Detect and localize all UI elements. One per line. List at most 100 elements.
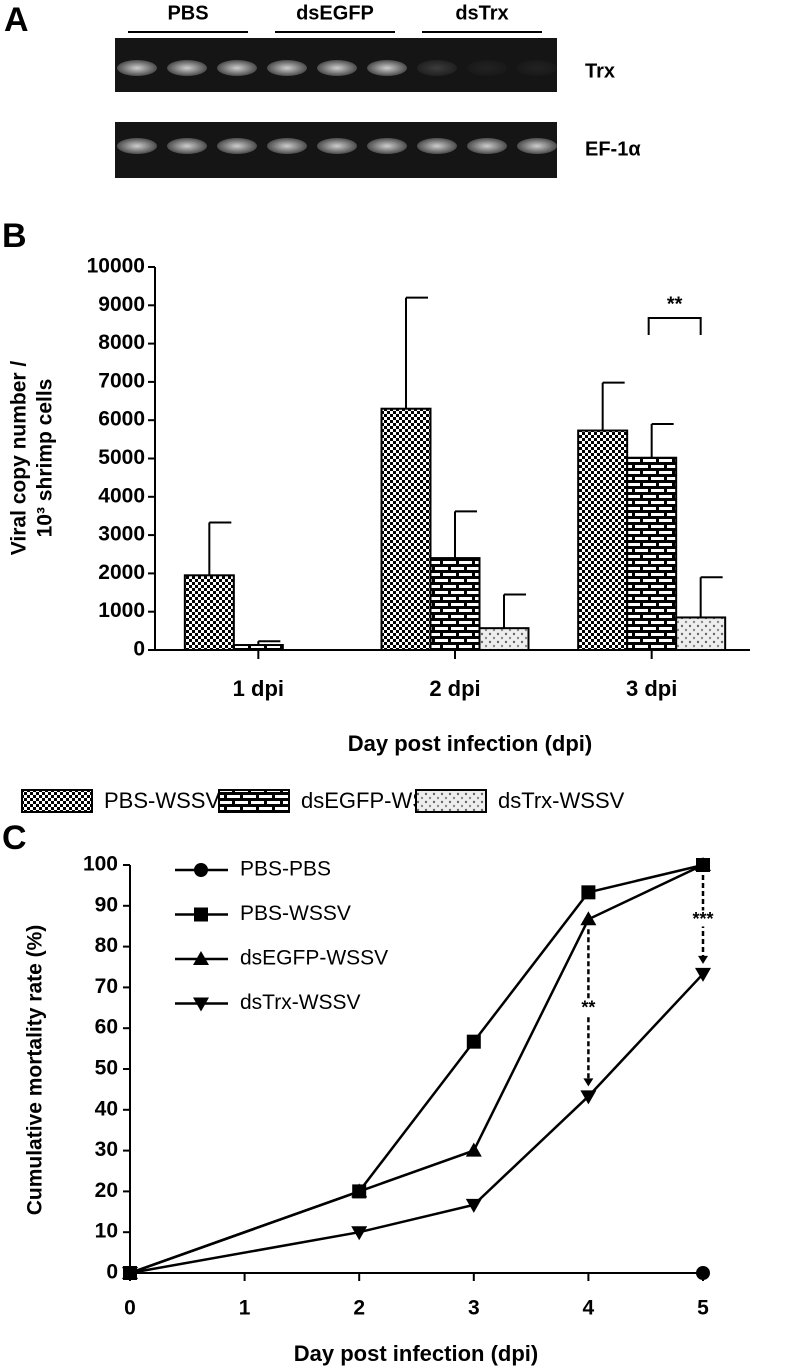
y-axis-label: 10³ shrimp cells: [34, 379, 57, 538]
y-tick-label: 0: [133, 638, 145, 661]
legend-label: dsTrx-WSSV: [498, 788, 625, 813]
label-bg: [572, 998, 605, 1015]
y-axis-label: Cumulative mortality rate (%): [24, 925, 47, 1216]
gel-band: [267, 60, 307, 76]
x-tick-label: 5: [697, 1297, 709, 1320]
gel-band: [167, 138, 207, 154]
legend-label: dsEGFP-WSSV: [240, 947, 388, 970]
legend-marker: [194, 863, 208, 877]
y-tick-label: 30: [95, 1138, 118, 1161]
bar: [429, 557, 481, 652]
y-tick-label: 3000: [98, 523, 145, 546]
gel-band: [117, 60, 157, 76]
x-axis-label: Day post infection (dpi): [294, 1341, 538, 1366]
label-bg: [687, 910, 719, 927]
legend-swatch: [415, 789, 487, 813]
y-tick-label: 4000: [98, 484, 145, 507]
error-bar: [601, 381, 625, 431]
legend-marker: [193, 951, 209, 965]
gel-band: [317, 138, 357, 154]
marker: [696, 1266, 710, 1280]
significance-label: **: [581, 998, 595, 1018]
series-line: [129, 863, 704, 1275]
gel-band: [167, 60, 207, 76]
legend-swatch: [218, 789, 290, 813]
gel-band: [117, 138, 157, 154]
legend-label: PBS-PBS: [240, 858, 331, 881]
panel-label: A: [4, 1, 29, 39]
error-bar: [650, 423, 674, 458]
y-tick-label: 5000: [98, 446, 145, 469]
bar: [626, 456, 678, 652]
legend-label: dsTrx-WSSV: [240, 991, 361, 1014]
gel-band: [417, 138, 457, 154]
gel-band: [267, 138, 307, 154]
gel-band: [367, 138, 407, 154]
error-bar: [208, 521, 232, 576]
series-line: [129, 863, 704, 1275]
panel-label: B: [2, 217, 27, 255]
y-tick-label: 6000: [98, 408, 145, 431]
bar: [675, 616, 727, 652]
y-tick-label: 2000: [98, 561, 145, 584]
legend-label: PBS-WSSV: [240, 902, 351, 925]
x-tick-label: 2 dpi: [429, 676, 480, 701]
group-label: dsTrx: [455, 2, 508, 24]
bar: [478, 627, 530, 652]
arrow-head: [583, 1078, 594, 1087]
gel-band: [467, 138, 507, 154]
row-label: EF-1α: [585, 138, 641, 160]
y-tick-label: 100: [83, 853, 118, 876]
error-bar: [454, 510, 477, 559]
y-tick-label: 50: [95, 1057, 118, 1080]
x-tick-label: 2: [353, 1297, 365, 1320]
y-tick-label: 0: [106, 1261, 118, 1284]
marker: [465, 1198, 482, 1213]
marker: [466, 1034, 481, 1049]
x-tick-label: 0: [124, 1297, 136, 1320]
gel-band: [367, 60, 407, 76]
series-line: [129, 973, 704, 1275]
marker: [122, 1267, 138, 1281]
y-tick-label: 20: [95, 1179, 118, 1202]
x-tick-label: 1 dpi: [233, 676, 284, 701]
gel-band: [217, 138, 257, 154]
marker: [351, 1226, 368, 1241]
marker: [465, 1142, 482, 1157]
bar: [380, 407, 432, 651]
legend-label: PBS-WSSV: [104, 788, 220, 813]
marker: [581, 885, 596, 900]
y-tick-label: 9000: [98, 293, 145, 316]
y-tick-label: 90: [95, 893, 118, 916]
gel-band: [217, 60, 257, 76]
arrow-head: [698, 955, 708, 964]
marker: [351, 1183, 368, 1198]
legend-swatch: [21, 789, 93, 813]
bar: [577, 429, 629, 651]
x-tick-label: 1: [239, 1297, 251, 1320]
legend-marker: [194, 907, 208, 922]
marker: [695, 857, 711, 871]
y-tick-label: 7000: [98, 369, 145, 392]
significance-label: ***: [692, 909, 713, 929]
x-tick-label: 3: [468, 1297, 480, 1320]
y-tick-label: 70: [95, 975, 118, 998]
error-bar: [405, 296, 428, 409]
y-tick-label: 10: [95, 1220, 118, 1243]
y-tick-label: 1000: [98, 599, 145, 622]
y-tick-label: 8000: [98, 331, 145, 354]
y-tick-label: 10000: [87, 255, 145, 278]
bar: [183, 574, 235, 651]
x-tick-label: 4: [583, 1297, 595, 1320]
panel-label: C: [2, 819, 27, 857]
bar: [232, 644, 284, 651]
marker: [580, 1090, 597, 1105]
x-tick-label: 3 dpi: [626, 676, 677, 701]
y-axis-label: Viral copy number /: [8, 361, 31, 556]
gel-band: [517, 60, 557, 76]
gel-band: [517, 138, 557, 154]
gel-band: [467, 60, 507, 76]
row-label: Trx: [585, 60, 615, 82]
legend-marker: [193, 997, 209, 1012]
